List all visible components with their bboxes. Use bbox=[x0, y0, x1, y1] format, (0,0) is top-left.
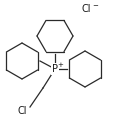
Text: P: P bbox=[52, 64, 58, 74]
Text: −: − bbox=[92, 3, 98, 9]
Text: Cl: Cl bbox=[17, 106, 27, 116]
Text: +: + bbox=[57, 62, 63, 68]
Text: Cl: Cl bbox=[82, 4, 92, 14]
